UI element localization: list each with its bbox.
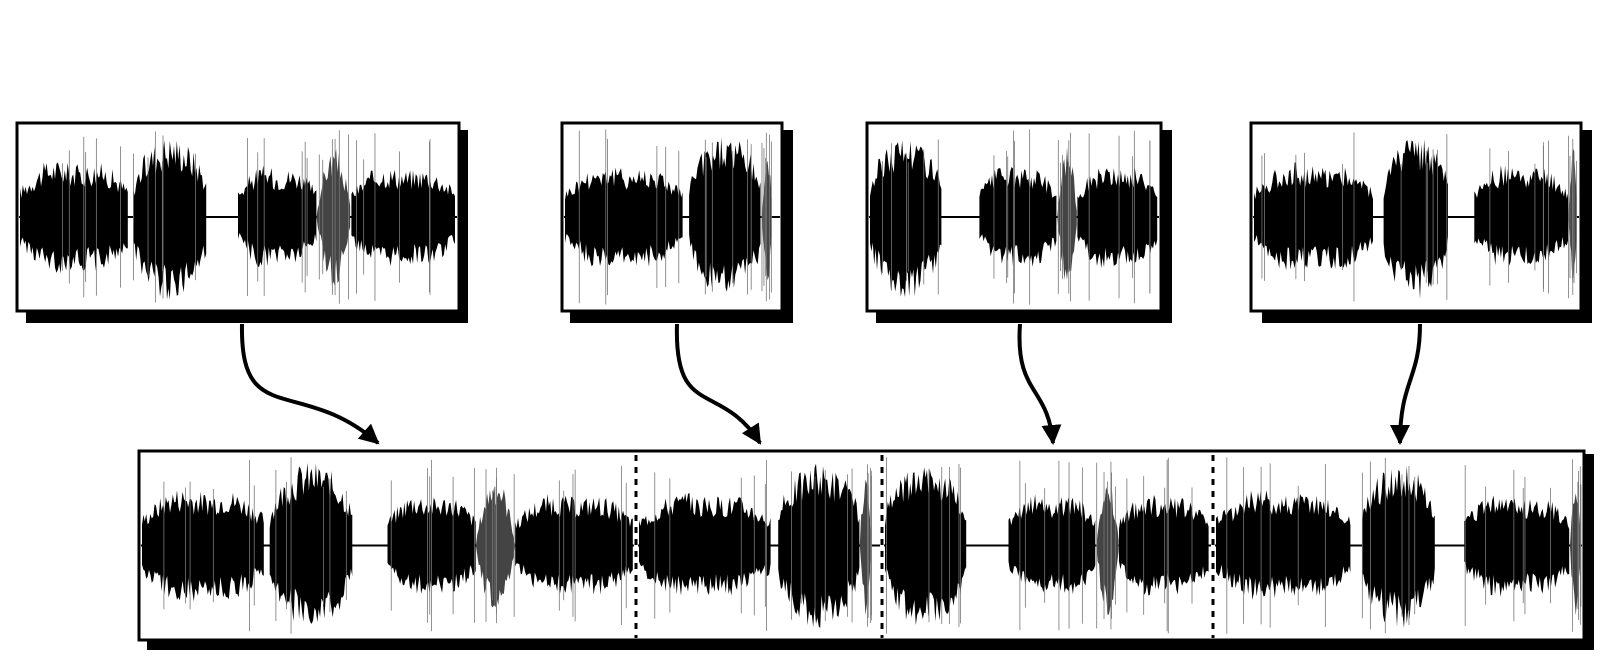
waveform-segment — [1216, 490, 1351, 600]
waveform-segment — [885, 467, 967, 626]
concatenated-result — [137, 449, 1594, 650]
clip-3-waveform — [869, 129, 1159, 305]
source-clip-4 — [1249, 121, 1592, 323]
source-clip-1 — [15, 121, 468, 323]
waveform-segment — [689, 137, 761, 292]
result-waveform — [141, 457, 1582, 634]
waveform-segment — [1464, 495, 1570, 597]
source-clip-2 — [560, 121, 793, 323]
connector-arrows — [239, 323, 1422, 445]
arrow-clip-3 — [1017, 323, 1062, 445]
waveform-segment — [316, 148, 351, 286]
waveform-segment — [1008, 494, 1096, 595]
waveform-segment — [20, 162, 128, 274]
source-clip-3 — [865, 121, 1172, 323]
waveform-segment — [1119, 494, 1209, 596]
waveform-segment — [979, 167, 1057, 267]
waveform-segment — [1254, 162, 1373, 271]
waveform-segment — [778, 463, 860, 628]
clip-4-waveform — [1253, 132, 1579, 302]
clip-2-waveform — [564, 129, 780, 305]
waveform-segment — [142, 490, 264, 602]
waveform-segment — [1383, 139, 1448, 300]
arrow-clip-2 — [674, 323, 762, 445]
arrow-clip-1 — [239, 323, 380, 445]
waveform-segment — [269, 462, 353, 624]
waveform-segment — [1474, 165, 1569, 266]
waveform-segment — [565, 167, 683, 267]
waveform-segment — [133, 140, 207, 300]
waveform-segment — [1077, 167, 1158, 269]
clip-1-waveform — [19, 130, 457, 304]
waveform-segment — [639, 492, 771, 596]
waveform-segment — [1362, 465, 1435, 629]
waveform-segment — [515, 493, 633, 595]
arrow-clip-4 — [1390, 323, 1422, 445]
